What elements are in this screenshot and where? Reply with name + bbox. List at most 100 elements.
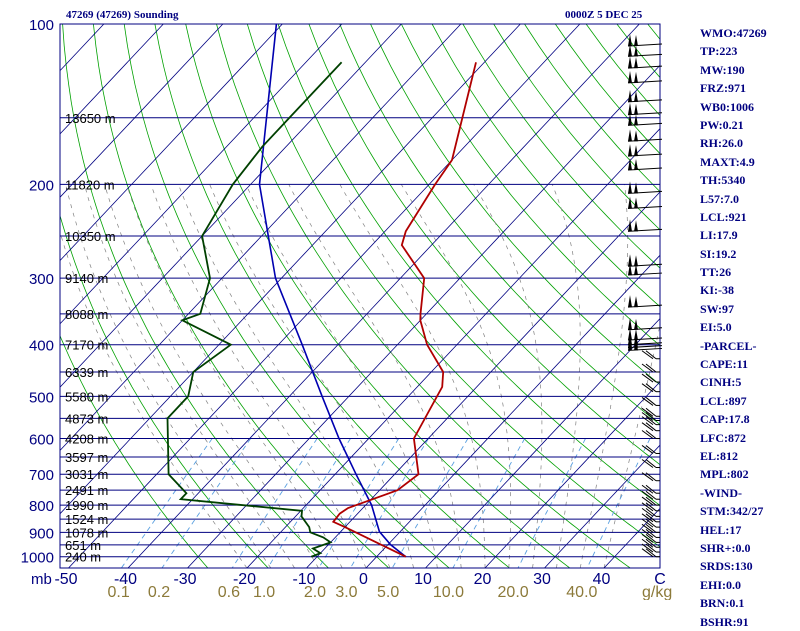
stability-index-item: HEL:17 xyxy=(700,521,767,539)
stability-index-item: CINH:5 xyxy=(700,373,767,391)
stability-index-item: PW:0.21 xyxy=(700,116,767,134)
mixing-ratio-tick-label: 20.0 xyxy=(498,584,529,600)
stability-index-item: -PARCEL- xyxy=(700,337,767,355)
height-label: 6339 m xyxy=(65,365,108,380)
pressure-tick-label: 400 xyxy=(29,338,54,355)
wind-barb xyxy=(642,549,660,557)
stability-index-item: WB0:1006 xyxy=(700,98,767,116)
moist-adiabat xyxy=(604,184,684,568)
pressure-tick-label: 900 xyxy=(29,525,54,542)
height-label: 4873 m xyxy=(65,411,108,426)
stability-index-item: L57:7.0 xyxy=(700,190,767,208)
wind-barb xyxy=(642,485,660,493)
wind-barb-pennant xyxy=(628,71,632,83)
skewed-isotherm xyxy=(0,24,342,568)
mixing-ratio-tick-label: 40.0 xyxy=(566,584,597,600)
wind-barb-staff xyxy=(628,229,662,231)
stability-index-item: LFC:872 xyxy=(700,429,767,447)
wind-barb xyxy=(642,351,660,359)
moist-adiabat xyxy=(552,184,580,568)
mixing-ratio-tick-label: 0.6 xyxy=(218,584,240,600)
wind-barb-pennant xyxy=(628,144,632,156)
wind-barb-pennant xyxy=(634,198,638,209)
wind-barb-staff xyxy=(628,100,662,102)
wind-barb xyxy=(628,197,662,209)
mixing-ratio-line xyxy=(453,439,525,569)
wind-barb-pennant xyxy=(634,220,638,231)
stability-index-item: -WIND- xyxy=(700,484,767,502)
wind-barb-pennant xyxy=(628,103,632,115)
skewed-isotherms xyxy=(0,24,800,568)
mixing-ratio-tick-label: 0.1 xyxy=(108,584,130,600)
stability-index-item: SRDS:130 xyxy=(700,557,767,575)
wind-barb-staff xyxy=(628,273,662,275)
mixing-ratio-tick-label: 3.0 xyxy=(335,584,357,600)
wind-barb xyxy=(628,90,662,102)
pressure-tick-label: 300 xyxy=(29,271,54,288)
wind-barb-staff xyxy=(628,113,662,115)
wind-barb-pennant xyxy=(634,104,638,115)
wind-barb xyxy=(628,129,662,141)
skewed-isotherm xyxy=(0,24,223,568)
stability-index-item: TH:5340 xyxy=(700,171,767,189)
stability-index-item: KI:-38 xyxy=(700,281,767,299)
mixing-ratio-line xyxy=(121,439,212,569)
pressure-tick-label: 600 xyxy=(29,432,54,449)
stability-index-item: SI:19.2 xyxy=(700,245,767,263)
stability-index-item: TT:26 xyxy=(700,263,767,281)
temperature-tick-label: 30 xyxy=(533,571,551,588)
moist-adiabat xyxy=(210,184,414,568)
moist-adiabat xyxy=(580,184,628,568)
pressure-unit-label: mb xyxy=(31,571,52,588)
stability-index-item: LI:17.9 xyxy=(700,226,767,244)
wind-barb-pennant xyxy=(628,318,632,330)
wind-barb xyxy=(642,423,660,431)
wind-barb-pennant xyxy=(634,114,638,125)
observation-time: 0000Z 5 DEC 25 xyxy=(565,9,642,21)
height-label: 10350 m xyxy=(65,229,116,244)
moist-adiabat xyxy=(340,184,485,568)
stability-index-item: LCL:921 xyxy=(700,208,767,226)
moist-adiabats xyxy=(48,184,684,568)
height-label: 240 m xyxy=(65,550,101,565)
wind-barb xyxy=(642,459,660,467)
dry-adiabat xyxy=(186,24,570,568)
height-label: 4208 m xyxy=(65,432,108,447)
wind-barb xyxy=(628,103,662,115)
wind-barb xyxy=(628,318,662,330)
stability-index-item: EI:5.0 xyxy=(700,318,767,336)
pressure-tick-label: 1000 xyxy=(21,550,54,567)
temperature-tick-label: 0 xyxy=(359,571,368,588)
mixing-ratio-line xyxy=(518,439,586,569)
height-label: 3031 m xyxy=(65,467,108,482)
wind-barb xyxy=(628,295,662,307)
wind-barb xyxy=(628,113,662,125)
height-label: 8088 m xyxy=(65,307,108,322)
wind-barb-pennant xyxy=(634,145,638,156)
isobars xyxy=(60,24,660,568)
wind-barb xyxy=(628,56,662,68)
plot-frame xyxy=(60,24,660,568)
pressure-tick-label: 500 xyxy=(29,389,54,406)
moist-adiabat xyxy=(178,184,389,568)
wind-barb xyxy=(628,254,662,266)
station-title: 47269 (47269) Sounding xyxy=(66,9,178,21)
wind-barb-staff xyxy=(628,66,662,68)
wind-barb-pennant xyxy=(628,181,632,193)
moist-adiabat xyxy=(246,184,437,568)
skewed-isotherm xyxy=(0,24,44,568)
stability-index-item: RH:26.0 xyxy=(700,134,767,152)
wind-barb-staff xyxy=(628,54,662,56)
temperature-tick-label: 10 xyxy=(414,571,432,588)
mixing-ratio-tick-label: 5.0 xyxy=(377,584,399,600)
dry-adiabat xyxy=(586,24,800,568)
mixing-ratio-line xyxy=(392,439,468,569)
wind-barb-pennant xyxy=(634,72,638,83)
wind-barb xyxy=(642,491,660,499)
stability-index-item: SW:97 xyxy=(700,300,767,318)
height-label: 9140 m xyxy=(65,271,108,286)
stability-index-item: FRZ:971 xyxy=(700,79,767,97)
